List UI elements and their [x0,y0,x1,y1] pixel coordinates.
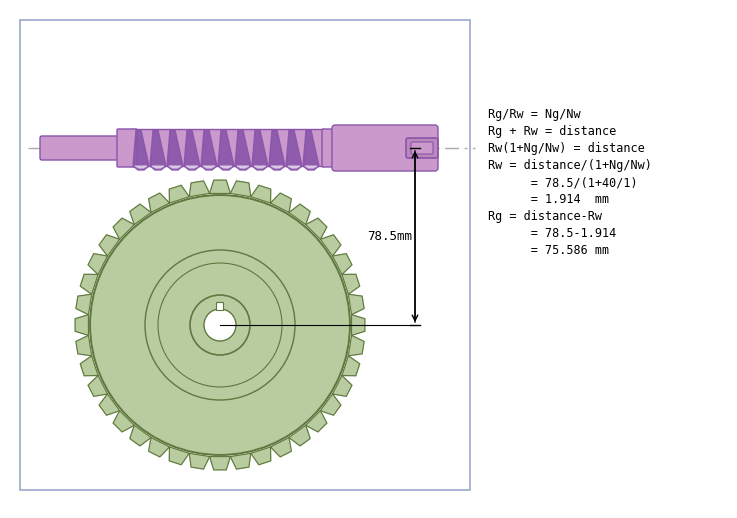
Polygon shape [270,438,291,457]
FancyBboxPatch shape [406,138,438,158]
Polygon shape [209,180,231,193]
Polygon shape [220,166,232,168]
Polygon shape [352,314,365,335]
FancyBboxPatch shape [322,129,342,167]
Text: Rw(1+Ng/Nw) = distance: Rw(1+Ng/Nw) = distance [488,142,645,155]
Polygon shape [252,130,268,170]
Text: = 1.914  mm: = 1.914 mm [488,193,609,206]
Polygon shape [113,218,134,239]
Polygon shape [321,394,341,415]
Polygon shape [76,294,91,314]
Polygon shape [203,166,215,168]
Polygon shape [184,130,200,170]
Polygon shape [189,181,209,197]
Circle shape [90,195,350,455]
Polygon shape [306,411,327,432]
Polygon shape [88,376,108,396]
FancyBboxPatch shape [40,136,122,160]
Polygon shape [251,447,270,465]
Polygon shape [289,204,310,225]
Polygon shape [289,425,310,446]
Polygon shape [99,235,119,256]
Polygon shape [332,254,352,275]
Polygon shape [189,453,209,469]
Polygon shape [218,130,234,170]
Polygon shape [150,130,166,170]
Polygon shape [209,456,231,470]
Polygon shape [149,193,170,212]
Polygon shape [167,130,183,170]
Polygon shape [237,166,249,168]
Polygon shape [349,294,364,314]
FancyBboxPatch shape [130,130,326,166]
Text: Rg/Rw = Ng/Nw: Rg/Rw = Ng/Nw [488,108,581,121]
Polygon shape [231,453,251,469]
Polygon shape [80,356,98,376]
Polygon shape [99,394,119,415]
Text: 78.5mm: 78.5mm [367,230,412,243]
Polygon shape [170,447,189,465]
Polygon shape [332,376,352,396]
Polygon shape [170,185,189,203]
FancyBboxPatch shape [332,125,438,171]
Text: = 75.586 mm: = 75.586 mm [488,244,609,257]
Polygon shape [149,438,170,457]
Circle shape [204,309,236,341]
Polygon shape [113,411,134,432]
Polygon shape [186,166,198,168]
Polygon shape [231,181,251,197]
Polygon shape [235,130,251,170]
Polygon shape [76,335,91,356]
Text: = 78.5-1.914: = 78.5-1.914 [488,227,616,240]
Polygon shape [269,130,285,170]
Polygon shape [80,274,98,294]
Polygon shape [270,193,291,212]
Polygon shape [349,335,364,356]
Text: Rg + Rw = distance: Rg + Rw = distance [488,125,616,138]
Bar [217,302,223,310]
Polygon shape [135,166,147,168]
Bar [20,20,470,490]
Polygon shape [75,314,88,335]
Polygon shape [201,130,217,170]
Text: Rg = distance-Rw: Rg = distance-Rw [488,210,602,223]
Polygon shape [306,218,327,239]
FancyBboxPatch shape [117,129,137,167]
Polygon shape [305,166,317,168]
Polygon shape [130,425,151,446]
Polygon shape [88,254,108,275]
Polygon shape [342,356,360,376]
Polygon shape [152,166,164,168]
Polygon shape [321,235,341,256]
Polygon shape [342,274,360,294]
Polygon shape [133,130,149,170]
Polygon shape [303,130,319,170]
Polygon shape [271,166,283,168]
Polygon shape [130,204,151,225]
Polygon shape [251,185,270,203]
Polygon shape [169,166,181,168]
Text: = 78.5/(1+40/1): = 78.5/(1+40/1) [488,176,638,189]
Text: Rw = distance/(1+Ng/Nw): Rw = distance/(1+Ng/Nw) [488,159,652,172]
Polygon shape [288,166,300,168]
FancyBboxPatch shape [411,142,433,154]
Polygon shape [286,130,302,170]
Polygon shape [254,166,266,168]
Circle shape [190,295,250,355]
